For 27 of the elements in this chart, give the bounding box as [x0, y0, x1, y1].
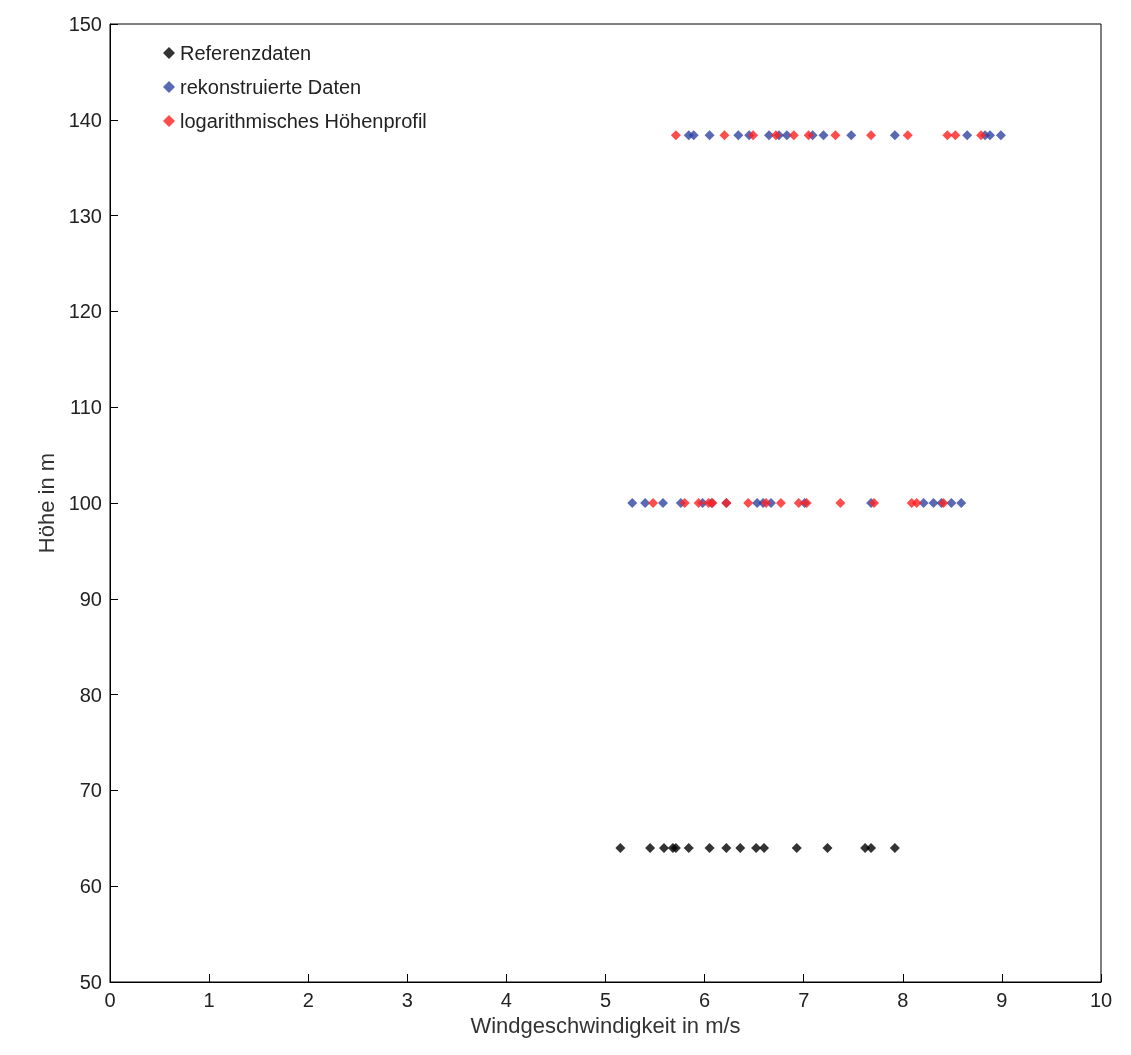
x-tick-label: 3	[401, 989, 413, 1011]
x-tick-label: 10	[1089, 989, 1113, 1011]
legend-label: Referenzdaten	[180, 42, 312, 64]
y-tick-label: 120	[68, 300, 102, 323]
legend-label: logarithmisches Höhenprofil	[180, 110, 427, 132]
x-tick-label: 2	[302, 989, 314, 1011]
legend-label: rekonstruierte Daten	[180, 76, 362, 98]
x-tick-label: 0	[104, 989, 116, 1011]
y-tick-label: 50	[79, 971, 102, 993]
y-tick-label: 70	[79, 779, 102, 802]
x-tick-label: 1	[203, 989, 215, 1011]
y-axis-title: Höhe in m	[34, 452, 60, 554]
y-tick-label: 90	[79, 587, 102, 610]
y-tick-label: 130	[68, 204, 102, 227]
y-tick-label: 80	[79, 683, 102, 706]
x-tick-label: 4	[500, 989, 512, 1011]
y-tick-label: 150	[68, 13, 102, 35]
y-tick-label: 140	[68, 108, 102, 131]
x-axis-title: Windgeschwindigkeit in m/s	[470, 1013, 741, 1039]
y-tick-label: 100	[68, 492, 102, 514]
x-tick-label: 6	[699, 989, 711, 1011]
x-tick-label: 5	[599, 989, 612, 1011]
x-tick-label: 9	[996, 989, 1008, 1011]
x-tick-label: 8	[897, 989, 909, 1011]
y-tick-label: 60	[79, 875, 102, 898]
y-tick-label: 110	[70, 396, 102, 419]
x-tick-label: 7	[798, 989, 810, 1011]
